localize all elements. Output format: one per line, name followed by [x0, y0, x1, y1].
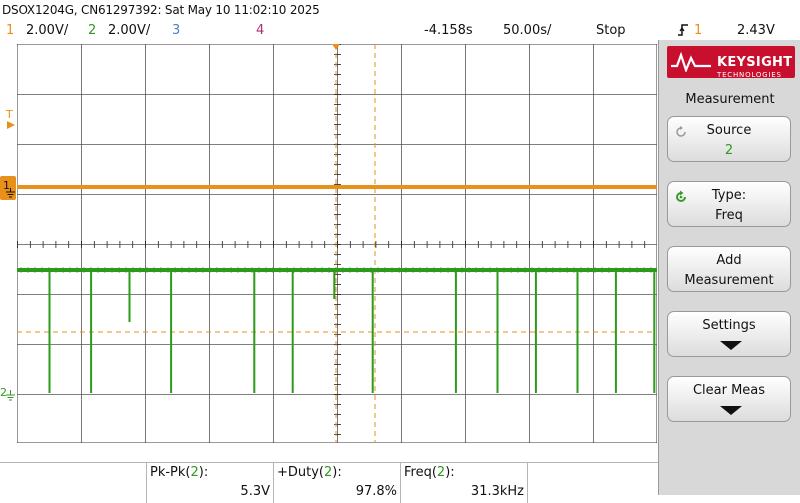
channel-status-line: 1 2.00V/ 2 2.00V/ 3 4 -4.158s 50.00s/ St… [0, 23, 800, 41]
chevron-down-icon [720, 341, 742, 350]
softkey-panel: KEYSIGHT TECHNOLOGIES Measurement Source… [658, 40, 800, 495]
measurement-label: Pk-Pk(2): [150, 465, 209, 480]
trigger-level[interactable]: 2.43V [737, 23, 775, 38]
ch1-marker-label: 1 [3, 179, 10, 192]
graticule-frame [17, 44, 657, 443]
measurement-pkpk[interactable]: Pk-Pk(2): 5.3V [150, 462, 270, 503]
source-button[interactable]: Source 2 [667, 116, 791, 162]
ch1-waveform-trace [17, 185, 657, 189]
source-button-label: Source [706, 123, 752, 138]
ch2-pulse [653, 270, 656, 393]
timebase-scale[interactable]: 50.00s/ [503, 23, 552, 38]
readout-top-divider [0, 462, 658, 463]
rotate-knob-icon [676, 126, 686, 137]
chevron-down-icon [720, 406, 742, 415]
type-button[interactable]: Type: Freq [667, 181, 791, 227]
measurement-readout-bar: Pk-Pk(2): 5.3V +Duty(2): 97.8% Freq(2): … [0, 462, 658, 503]
ch2-pulse [496, 270, 499, 393]
add-measurement-button[interactable]: Add Measurement [667, 246, 791, 292]
measurement-value: 5.3V [240, 484, 270, 499]
ch2-pulse [128, 270, 131, 322]
ch2-number[interactable]: 2 [88, 23, 97, 38]
readout-divider [273, 462, 274, 503]
ch2-pulse [371, 270, 374, 393]
source-button-value: 2 [724, 143, 734, 158]
type-button-value: Freq [715, 208, 743, 223]
readout-divider [527, 462, 528, 503]
horizontal-delay[interactable]: -4.158s [424, 23, 473, 38]
measurement-label: +Duty(2): [277, 465, 342, 480]
rotate-knob-icon [676, 190, 686, 202]
ch2-waveform-trace [17, 268, 657, 272]
add-measurement-line1: Add [716, 253, 742, 268]
rising-edge-trigger-icon [677, 23, 689, 41]
measurement-value: 97.8% [355, 484, 397, 499]
ch4-number[interactable]: 4 [256, 23, 265, 38]
ch2-scale[interactable]: 2.00V/ [108, 23, 151, 38]
ch2-pulse [333, 270, 336, 299]
top-status-bar: DSOX1204G, CN61297392: Sat May 10 11:02:… [0, 0, 800, 44]
waveform-graticule [17, 44, 657, 443]
ch2-marker-label: 2 [0, 386, 7, 399]
run-state[interactable]: Stop [596, 23, 626, 38]
measurement-freq[interactable]: Freq(2): 31.3kHz [404, 462, 524, 503]
ch1-number[interactable]: 1 [6, 23, 15, 38]
ch2-pulse [291, 270, 294, 393]
ch2-pulse [576, 270, 579, 393]
ch2-pulse [253, 270, 256, 393]
ch3-number[interactable]: 3 [172, 23, 181, 38]
logo-brand: KEYSIGHT [717, 55, 793, 70]
ch2-pulse [90, 270, 93, 393]
clear-meas-button[interactable]: Clear Meas [667, 376, 791, 422]
keysight-logo: KEYSIGHT TECHNOLOGIES [667, 46, 795, 79]
add-measurement-line2: Measurement [684, 273, 774, 288]
readout-divider [146, 462, 147, 503]
clear-meas-button-label: Clear Meas [692, 383, 766, 398]
trigger-position-marker [332, 44, 340, 50]
settings-button[interactable]: Settings [667, 311, 791, 357]
ch2-pulse [534, 270, 537, 393]
trigger-level-marker[interactable]: T [5, 108, 17, 132]
settings-button-label: Settings [702, 318, 756, 333]
measurement-duty[interactable]: +Duty(2): 97.8% [277, 462, 397, 503]
readout-divider [400, 462, 401, 503]
ch2-pulse [614, 270, 617, 393]
menu-title: Measurement [685, 92, 775, 107]
ch2-ground-marker[interactable]: 2 [0, 384, 16, 408]
waveform-display[interactable] [17, 44, 657, 443]
type-button-label: Type: [711, 188, 747, 203]
trigger-source[interactable]: 1 [694, 23, 703, 38]
measurement-label: Freq(2): [404, 465, 455, 480]
keysight-wave-icon [671, 52, 711, 72]
ch1-scale[interactable]: 2.00V/ [26, 23, 69, 38]
ch2-pulse [48, 270, 51, 393]
ch2-pulse [170, 270, 173, 393]
measurement-value: 31.3kHz [470, 484, 524, 499]
trigger-marker-label: T [6, 108, 13, 121]
ch2-pulse [454, 270, 457, 393]
ch1-ground-marker[interactable]: 1 [0, 176, 16, 200]
logo-subtitle: TECHNOLOGIES [717, 71, 782, 79]
scope-header-title: DSOX1204G, CN61297392: Sat May 10 11:02:… [2, 3, 320, 17]
